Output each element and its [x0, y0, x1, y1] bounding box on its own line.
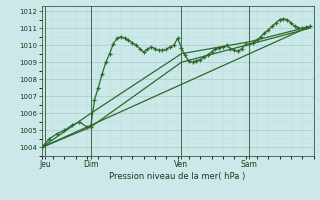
X-axis label: Pression niveau de la mer( hPa ): Pression niveau de la mer( hPa ) — [109, 172, 246, 181]
